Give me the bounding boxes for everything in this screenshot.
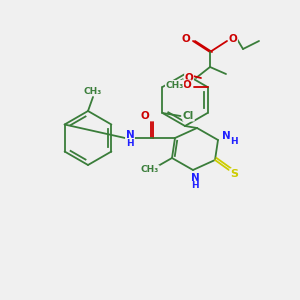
- Text: Cl: Cl: [183, 111, 194, 121]
- Text: N: N: [222, 131, 230, 141]
- Text: H: H: [126, 140, 134, 148]
- Text: O: O: [184, 73, 194, 83]
- Text: O: O: [182, 34, 190, 44]
- Text: O: O: [229, 34, 237, 44]
- Text: H: H: [191, 182, 199, 190]
- Text: N: N: [126, 130, 134, 140]
- Text: N: N: [190, 173, 200, 183]
- Text: CH₃: CH₃: [165, 80, 184, 89]
- Text: O: O: [141, 111, 149, 121]
- Text: CH₃: CH₃: [84, 86, 102, 95]
- Text: O: O: [182, 80, 191, 90]
- Text: CH₃: CH₃: [141, 166, 159, 175]
- Text: H: H: [230, 137, 238, 146]
- Text: S: S: [230, 169, 238, 179]
